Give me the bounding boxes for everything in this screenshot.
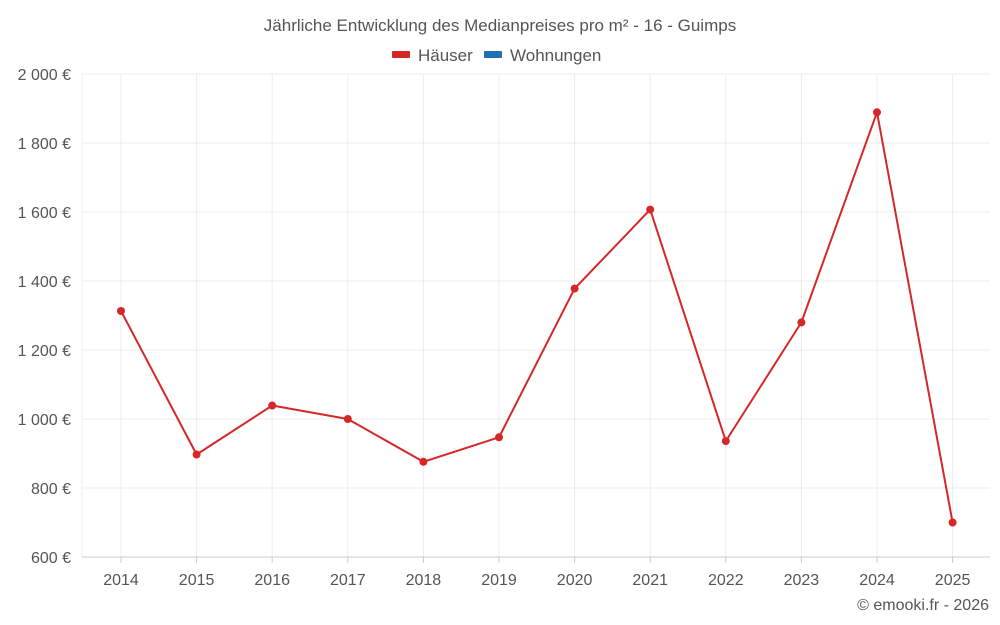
legend: Häuser Wohnungen	[392, 46, 601, 65]
legend-swatch-haeuser	[392, 51, 410, 58]
chart-title: Jährliche Entwicklung des Medianpreises …	[264, 16, 736, 35]
x-tick-label: 2016	[254, 572, 290, 589]
x-tick-label: 2014	[103, 572, 139, 589]
data-point-2016[interactable]	[268, 401, 277, 410]
x-tick-label: 2015	[179, 572, 215, 589]
x-tick-label: 2018	[406, 572, 442, 589]
y-tick-label: 1 600 €	[18, 205, 71, 222]
y-tick-label: 2 000 €	[18, 67, 71, 84]
y-tick-label: 1 400 €	[18, 274, 71, 291]
data-point-2021[interactable]	[646, 205, 655, 214]
y-tick-label: 1 800 €	[18, 136, 71, 153]
data-point-2022[interactable]	[721, 437, 730, 446]
y-tick-label: 1 200 €	[18, 343, 71, 360]
data-point-2017[interactable]	[343, 415, 352, 423]
y-tick-label: 600 €	[31, 550, 71, 567]
x-tick-label: 2021	[632, 572, 668, 589]
credit-text: © emooki.fr - 2026	[857, 597, 989, 614]
x-tick-label: 2017	[330, 572, 366, 589]
legend-item-wohnungen[interactable]: Wohnungen	[484, 46, 601, 65]
axes: 600 € 800 € 1 000 € 1 200 € 1 400 € 1 600 € 1 …	[18, 67, 990, 589]
y-tick-label: 800 €	[31, 481, 71, 498]
series	[117, 108, 957, 527]
x-tick-label: 2023	[784, 572, 820, 589]
x-tick-label: 2022	[708, 572, 744, 589]
x-tick-label: 2024	[859, 572, 895, 589]
y-tick-label: 1 000 €	[18, 412, 71, 429]
data-point-2024[interactable]	[873, 108, 881, 117]
data-point-2014[interactable]	[117, 307, 125, 316]
legend-label-haeuser: Häuser	[418, 46, 473, 65]
legend-label-wohnungen: Wohnungen	[510, 46, 601, 65]
x-tick-label: 2025	[935, 572, 971, 589]
data-point-2020[interactable]	[570, 284, 579, 293]
grid	[82, 73, 990, 557]
legend-item-haeuser[interactable]: Häuser	[392, 46, 473, 65]
data-point-2019[interactable]	[495, 433, 503, 442]
x-tick-label: 2019	[481, 572, 517, 589]
data-point-2025[interactable]	[948, 518, 957, 527]
data-point-2023[interactable]	[797, 318, 806, 327]
data-point-2018[interactable]	[419, 457, 428, 466]
x-tick-label: 2020	[557, 572, 593, 589]
series-line-0	[120, 111, 954, 523]
data-point-2015[interactable]	[192, 450, 201, 459]
legend-swatch-wohnungen	[484, 51, 502, 58]
